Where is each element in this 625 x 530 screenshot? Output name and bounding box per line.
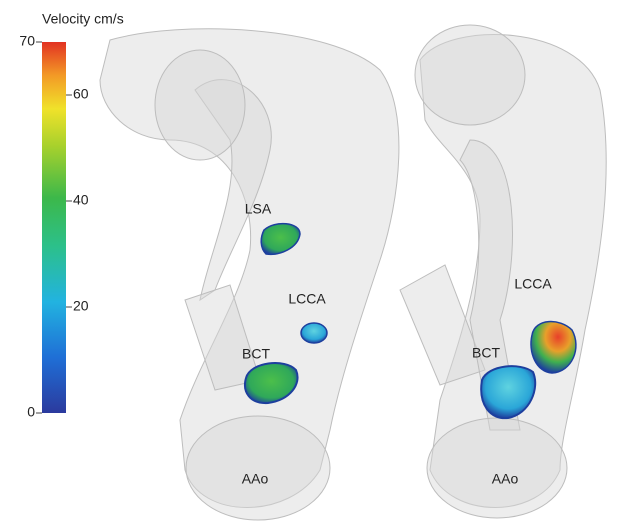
jet-lcca-right — [530, 320, 577, 374]
vessel-label: LCCA — [514, 276, 552, 292]
jet-lsa — [260, 222, 301, 256]
vessel-label: AAo — [242, 471, 269, 487]
jet-lcca-left — [300, 322, 328, 344]
vessel-label: BCT — [472, 345, 500, 361]
tick-label: 60 — [73, 86, 89, 102]
tick-label: 40 — [73, 192, 89, 208]
jet-bct-right — [480, 365, 537, 420]
right-aorta — [399, 24, 607, 519]
tick-label: 0 — [27, 404, 35, 420]
vessel-labels: LSA LCCA BCT AAo LCCA BCT AAo — [242, 201, 553, 487]
colorbar: Velocity cm/s 0 20 40 60 70 — [19, 11, 123, 420]
flow-jets — [244, 222, 577, 420]
tick-label: 20 — [73, 298, 89, 314]
vessel-label: BCT — [242, 346, 270, 362]
colorbar-title: Velocity cm/s — [42, 11, 124, 27]
jet-bct-left — [244, 362, 299, 405]
vessel-label: AAo — [492, 471, 519, 487]
left-aorta — [99, 28, 400, 521]
vessel-label: LCCA — [288, 291, 326, 307]
vessel-label: LSA — [245, 201, 272, 217]
tick-label: 70 — [19, 33, 35, 49]
colorbar-gradient — [42, 42, 66, 413]
